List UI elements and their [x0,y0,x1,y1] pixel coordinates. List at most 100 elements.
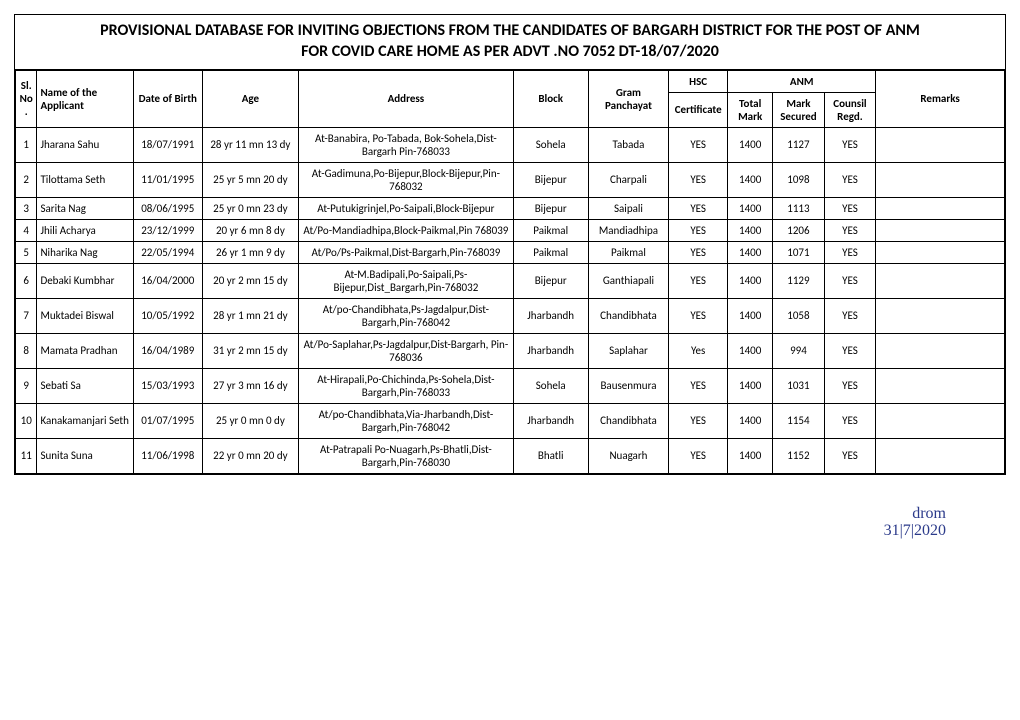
cell: 1400 [728,403,773,438]
table-row: 6Debaki Kumbhar16/04/200020 yr 2 mn 15 d… [16,263,1005,298]
cell [876,263,1005,298]
cell [876,219,1005,241]
cell: 1400 [728,263,773,298]
cell: Chandibhata [588,298,668,333]
cell: 1031 [773,368,824,403]
cell: Sunita Suna [37,438,134,473]
cell [876,127,1005,162]
cell: 2 [16,162,37,197]
cell: 20 yr 6 mn 8 dy [202,219,299,241]
cell: YES [669,219,728,241]
cell: 1071 [773,241,824,263]
cell: 1 [16,127,37,162]
col-total: Total Mark [728,92,773,127]
col-hsc: HSC [669,70,728,92]
cell: YES [669,241,728,263]
cell: YES [824,298,876,333]
cell: 16/04/1989 [133,333,202,368]
cell: At-M.Badipali,Po-Saipali,Ps-Bijepur,Dist… [299,263,514,298]
cell: At-Hirapali,Po-Chichinda,Ps-Sohela,Dist-… [299,368,514,403]
cell [876,241,1005,263]
cell: 1206 [773,219,824,241]
title-line-2: FOR COVID CARE HOME AS PER ADVT .NO 7052… [301,42,719,61]
cell: Jhili Acharya [37,219,134,241]
table-row: 1Jharana Sahu18/07/199128 yr 11 mn 13 dy… [16,127,1005,162]
table-row: 7Muktadei Biswal10/05/199228 yr 1 mn 21 … [16,298,1005,333]
cell: 1400 [728,368,773,403]
cell: At-Gadimuna,Po-Bijepur,Block-Bijepur,Pin… [299,162,514,197]
cell: Ganthiapali [588,263,668,298]
title-line-1: PROVISIONAL DATABASE FOR INVITING OBJECT… [100,21,920,40]
database-table: Sl. No. Name of the Applicant Date of Bi… [15,70,1005,474]
cell: 15/03/1993 [133,368,202,403]
cell: YES [669,127,728,162]
col-age: Age [202,70,299,127]
cell: 9 [16,368,37,403]
cell: YES [669,197,728,219]
cell: 22/05/1994 [133,241,202,263]
cell: At-Patrapali Po-Nuagarh,Ps-Bhatli,Dist-B… [299,438,514,473]
cell: YES [669,298,728,333]
table-row: 9Sebati Sa15/03/199327 yr 3 mn 16 dyAt-H… [16,368,1005,403]
col-cert: Certificate [669,92,728,127]
cell: 3 [16,197,37,219]
cell: 1113 [773,197,824,219]
cell [876,333,1005,368]
cell: Charpali [588,162,668,197]
cell: Bhatli [513,438,588,473]
cell: 16/04/2000 [133,263,202,298]
cell: Muktadei Biswal [37,298,134,333]
table-row: 8Mamata Pradhan16/04/198931 yr 2 mn 15 d… [16,333,1005,368]
col-anm: ANM [728,70,876,92]
cell: 25 yr 0 mn 23 dy [202,197,299,219]
col-sl: Sl. No. [16,70,37,127]
cell: YES [824,333,876,368]
table-row: 5Niharika Nag22/05/199426 yr 1 mn 9 dyAt… [16,241,1005,263]
cell: Yes [669,333,728,368]
col-block: Block [513,70,588,127]
cell: 11/01/1995 [133,162,202,197]
cell: 5 [16,241,37,263]
cell: At-Banabira, Po-Tabada, Bok-Sohela,Dist-… [299,127,514,162]
cell: Bausenmura [588,368,668,403]
cell: 1154 [773,403,824,438]
cell: 18/07/1991 [133,127,202,162]
cell: YES [824,127,876,162]
cell: Sarita Nag [37,197,134,219]
cell: Niharika Nag [37,241,134,263]
cell: YES [824,219,876,241]
cell: 23/12/1999 [133,219,202,241]
cell: 994 [773,333,824,368]
cell: At/Po-Saplahar,Ps-Jagdalpur,Dist-Bargarh… [299,333,514,368]
table-row: 11Sunita Suna11/06/199822 yr 0 mn 20 dyA… [16,438,1005,473]
cell: At/po-Chandibhata,Ps-Jagdalpur,Dist-Barg… [299,298,514,333]
cell: YES [824,263,876,298]
cell: 8 [16,333,37,368]
cell: 11/06/1998 [133,438,202,473]
cell: 1400 [728,197,773,219]
cell: Nuagarh [588,438,668,473]
cell: YES [824,368,876,403]
cell: At/Po-Mandiadhipa,Block-Paikmal,Pin 7680… [299,219,514,241]
cell: 10 [16,403,37,438]
cell: Tilottama Seth [37,162,134,197]
cell: 22 yr 0 mn 20 dy [202,438,299,473]
table-row: 4Jhili Acharya23/12/199920 yr 6 mn 8 dyA… [16,219,1005,241]
cell [876,368,1005,403]
cell: Mamata Pradhan [37,333,134,368]
cell: 08/06/1995 [133,197,202,219]
cell: Chandibhata [588,403,668,438]
cell: YES [824,241,876,263]
cell: YES [669,162,728,197]
cell: 1400 [728,333,773,368]
cell [876,403,1005,438]
cell: YES [669,368,728,403]
cell [876,162,1005,197]
cell: 1400 [728,127,773,162]
cell: 1127 [773,127,824,162]
cell: 26 yr 1 mn 9 dy [202,241,299,263]
cell [876,298,1005,333]
document-title: PROVISIONAL DATABASE FOR INVITING OBJECT… [15,15,1005,70]
cell: At-Putukigrinjel,Po-Saipali,Block-Bijepu… [299,197,514,219]
cell: YES [824,403,876,438]
